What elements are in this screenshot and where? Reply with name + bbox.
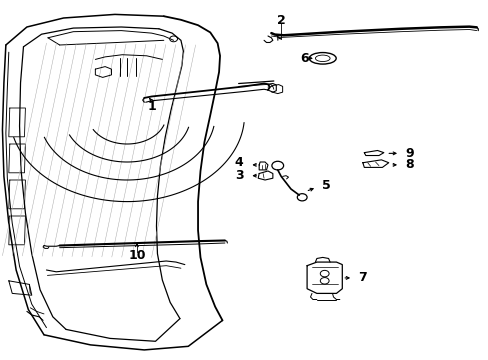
Text: 6: 6 — [299, 52, 308, 65]
Text: 5: 5 — [321, 179, 330, 192]
Text: 9: 9 — [404, 147, 413, 160]
Text: 3: 3 — [234, 169, 243, 182]
Text: 8: 8 — [404, 158, 413, 171]
Text: 2: 2 — [276, 14, 285, 27]
Text: 10: 10 — [128, 249, 145, 262]
Text: 1: 1 — [147, 100, 156, 113]
Text: 7: 7 — [357, 271, 366, 284]
Text: 4: 4 — [234, 156, 243, 169]
